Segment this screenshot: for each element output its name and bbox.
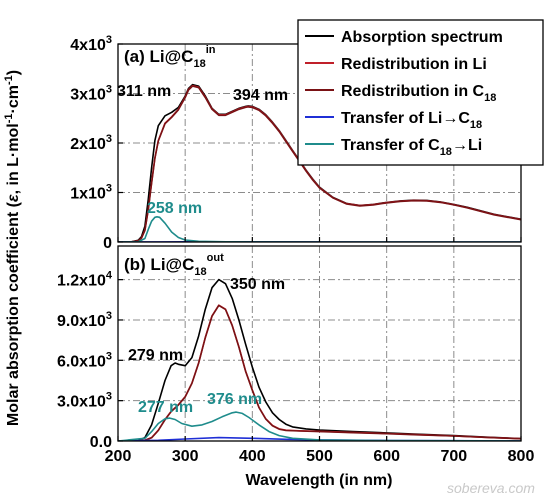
p1-ytick-mantissa-9000: 9.0x10 [57,313,106,330]
p1-ytick-label-12000: 1.2x104 [57,270,113,290]
p0-ytick-exponent-1000: 3 [106,183,112,195]
p1-ytick-label-9000: 9.0x103 [57,310,112,330]
legend-box [297,19,544,166]
legend-item-transfer-c18-li: Transfer of C18→Li [305,137,482,158]
p1-xtick-label-300: 300 [172,448,199,465]
p0-ytick-label-3000: 3x103 [70,84,112,104]
p0-ytick-exponent-2000: 3 [106,133,112,145]
p1-ytick-exponent-12000: 4 [106,270,113,282]
panel-b-label: (b) Li@C18out [124,252,224,278]
p1-ytick-label-0: 0.0 [90,434,112,451]
legend-label-absorption: Absorption spectrum [341,29,503,46]
p1-xtick-label-800: 800 [508,448,535,465]
p0-ytick-mantissa-3000: 3x10 [70,87,106,104]
peak-label-277nm: 277 nm [138,399,193,416]
p1-ytick-mantissa-0: 0.0 [90,434,112,451]
legend-item-absorption: Absorption spectrum [305,29,503,46]
p1-ytick-label-6000: 6.0x103 [57,350,112,370]
watermark-text: sobereva.com [447,480,535,496]
p0-ytick-mantissa-0: 0 [103,235,112,252]
p0-series-redistribution-in-c18 [118,85,521,242]
p1-ytick-mantissa-3000: 3.0x10 [57,394,106,411]
p1-series-absorption-spectrum [118,278,521,441]
p0-ytick-mantissa-4000: 4x10 [70,37,106,54]
legend-item-redistribution-li: Redistribution in Li [305,56,487,73]
p0-ytick-exponent-4000: 3 [106,34,112,46]
p1-xtick-label-200: 200 [105,448,132,465]
peak-label-311nm: 311 nm [117,83,171,100]
legend: Absorption spectrum Redistribution in Li… [297,19,544,166]
p0-ytick-label-4000: 4x103 [70,34,112,54]
legend-label-redistribution-c18: Redistribution in C18 [341,83,496,104]
peak-label-376nm: 376 nm [207,391,262,408]
p1-xtick-label-700: 700 [440,448,467,465]
p1-xtick-label-600: 600 [373,448,400,465]
peak-label-394nm: 394 nm [233,87,288,104]
p1-series-transfer-of-c18-li [118,411,521,441]
legend-label-transfer-c18-li: Transfer of C18→Li [341,137,482,158]
x-axis-title: Wavelength (in nm) [246,472,393,489]
p1-xtick-label-400: 400 [239,448,266,465]
legend-item-transfer-li-c18: Transfer of Li→C18 [305,110,482,131]
peak-label-350nm: 350 nm [230,276,285,293]
p1-ytick-exponent-6000: 3 [106,350,112,362]
peak-label-279nm: 279 nm [128,347,183,364]
panel-a-label: (a) Li@C18in [124,44,216,70]
p1-ytick-exponent-9000: 3 [106,310,112,322]
p1-ytick-mantissa-6000: 6.0x10 [57,353,106,370]
legend-item-redistribution-c18: Redistribution in C18 [305,83,496,104]
y-axis-title: Molar absorption coefficient (ε, in L·mo… [3,70,22,426]
p0-ytick-label-1000: 1x103 [70,183,112,203]
peak-label-258nm: 258 nm [147,200,202,217]
p0-ytick-mantissa-2000: 2x10 [70,136,106,153]
p1-ytick-exponent-3000: 3 [106,391,112,403]
p0-ytick-mantissa-1000: 1x10 [70,186,106,203]
p0-ytick-label-0: 0 [103,235,112,252]
p1-ytick-mantissa-12000: 1.2x10 [57,273,106,290]
p0-ytick-label-2000: 2x103 [70,133,112,153]
legend-label-redistribution-li: Redistribution in Li [341,56,487,73]
p1-ytick-label-3000: 3.0x103 [57,391,112,411]
p1-xtick-label-500: 500 [306,448,333,465]
p0-ytick-exponent-3000: 3 [106,84,112,96]
legend-label-transfer-li-c18: Transfer of Li→C18 [341,110,482,131]
